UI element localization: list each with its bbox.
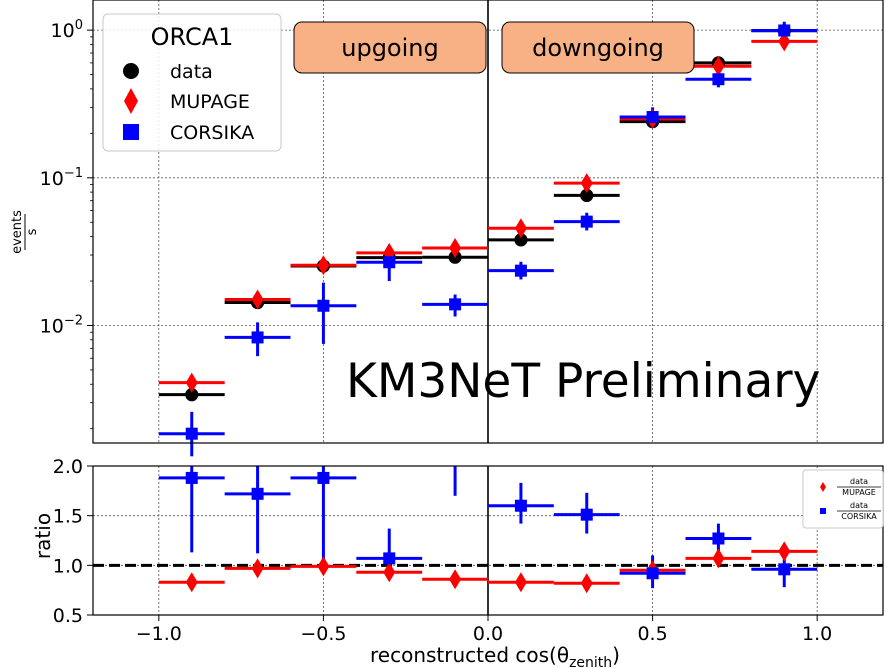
data-corsika-point [646,567,659,580]
downgoing-text: downgoing [532,34,664,62]
bottom-axes-frame [92,465,884,616]
mupage-point [251,289,264,310]
y-label-numerator: events [10,210,25,254]
corsika-point [712,73,725,86]
corsika-point [317,299,330,312]
x-axis-label-main: reconstructed cos(θ [370,643,569,667]
data-mupage-point [251,558,264,579]
ratio-legend-corsika-den: CORSIKA [841,512,877,521]
corsika-point [580,215,593,228]
corsika-point [778,24,791,37]
corsika-point [383,256,396,269]
x-tick-label: −1.0 [136,623,182,645]
data-corsika-point [251,487,264,500]
top-data-marks [158,21,818,457]
data-mupage-point [514,572,527,593]
bottom-y-tick-label: 1.0 [53,555,83,577]
legend-data-marker [123,63,139,79]
top-y-tick-base: 10 [51,20,75,42]
data-corsika-point [778,563,791,576]
top-y-tick-base: 10 [40,168,64,190]
top-y-axis-label: events s [10,210,40,254]
top-y-tick-label: 10−1 [40,166,83,190]
top-legend: ORCA1 data MUPAGE CORSIKA [102,13,282,152]
data-mupage-point [185,572,198,593]
data-point [514,233,528,247]
x-tick-label: 0.5 [637,623,667,645]
preliminary-watermark: KM3NeT Preliminary [346,354,820,409]
data-mupage-point [449,569,462,590]
mupage-point [449,237,462,258]
top-y-tick-exponent: −1 [64,166,83,181]
legend-data-label: data [170,61,213,83]
data-corsika-point [317,471,330,484]
upgoing-text: upgoing [341,34,438,62]
legend-corsika-label: CORSIKA [170,122,254,144]
bottom-x-ticks: −1.0 −0.5 0.0 0.5 1.0 [136,615,832,645]
data-mupage-point [712,548,725,569]
bottom-y-tick-label: 1.5 [53,506,83,528]
x-axis-label-end: ) [612,643,620,667]
ratio-legend-corsika-marker [820,508,826,514]
corsika-point [251,331,264,344]
data-mupage-point [778,541,791,562]
bottom-y-tick-label: 2.0 [53,456,83,478]
data-mupage-point [383,562,396,583]
y-label-denominator: s [25,228,40,235]
ratio-legend-mupage-num: data [850,477,868,486]
upgoing-box [293,21,487,74]
bottom-y-axis-label: ratio [31,513,55,559]
data-point [580,188,594,203]
bottom-y-tick-label: 0.5 [53,605,83,627]
legend-mupage-label: MUPAGE [170,91,250,113]
ratio-legend-mupage-marker [820,482,826,492]
x-axis-label-subscript: zenith [569,655,612,668]
bottom-y-ticks: 0.5 1.0 1.5 2.0 [53,456,93,627]
mupage-point [185,372,198,393]
upgoing-label: upgoing [293,21,487,74]
x-tick-label: 1.0 [802,623,832,645]
data-mupage-point [317,556,330,577]
data-corsika-point [712,532,725,545]
corsika-point [185,427,198,440]
ratio-legend-corsika-num: data [850,501,868,510]
legend-mupage-marker [124,88,138,114]
legend-title: ORCA1 [151,23,234,51]
top-y-tick-label: 100 [51,18,83,42]
x-tick-label: −0.5 [300,623,346,645]
data-corsika-point [580,508,593,521]
corsika-point [646,111,659,124]
legend-frame [102,13,282,152]
data-point [185,388,199,402]
legend-corsika-marker [123,124,139,140]
corsika-point [449,298,462,311]
data-corsika-point [514,499,527,512]
top-y-tick-label: 10−2 [40,313,83,337]
bottom-legend: data MUPAGE data CORSIKA [802,469,884,529]
mupage-point [514,218,527,239]
downgoing-box [501,21,695,74]
mupage-point [712,56,725,77]
mupage-point [317,255,330,276]
top-y-tick-exponent: −2 [64,313,83,328]
top-axes-frame [92,0,884,444]
data-corsika-point [185,471,198,484]
bottom-panel: 0.5 1.0 1.5 2.0 −1.0 −0.5 0.0 0.5 1.0 ratio rec… [31,456,884,668]
x-tick-label: 0.0 [473,623,503,645]
data-mupage-point [580,573,593,594]
data-corsika-point [383,552,396,565]
mupage-point [580,173,593,194]
downgoing-label: downgoing [501,21,695,74]
bottom-data-marks [158,466,818,594]
top-y-tick-exponent: 0 [75,18,83,33]
x-axis-label: reconstructed cos(θzenith) [370,643,620,668]
ratio-legend-mupage-den: MUPAGE [842,488,876,497]
corsika-point [514,264,527,277]
top-y-tick-base: 10 [40,315,64,337]
